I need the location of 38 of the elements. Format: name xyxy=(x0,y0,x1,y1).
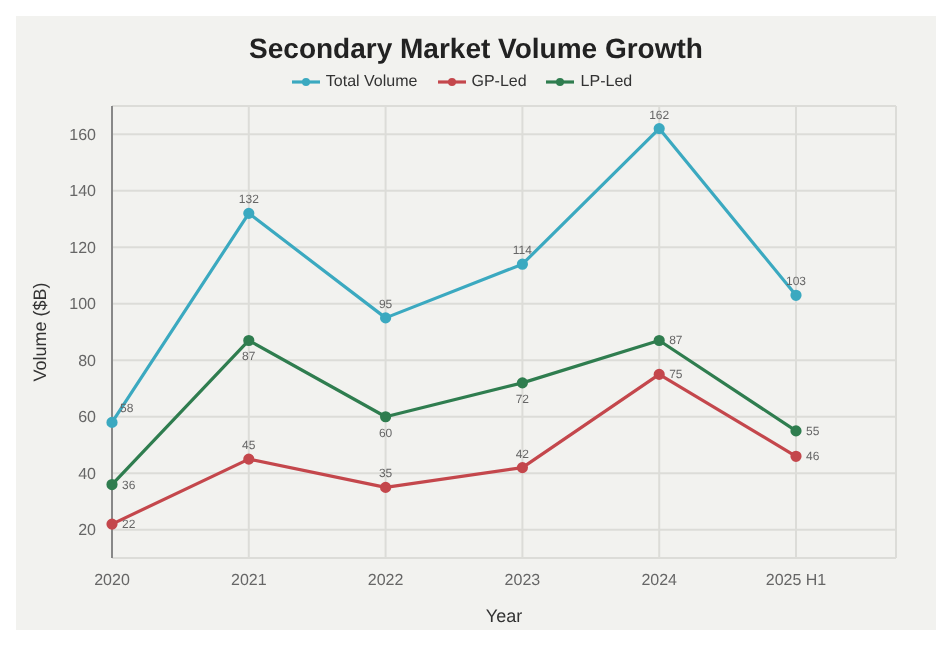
x-tick-label: 2023 xyxy=(504,571,542,590)
point xyxy=(790,425,802,437)
point xyxy=(380,312,392,324)
legend-label: LP-Led xyxy=(580,72,633,90)
point xyxy=(380,411,392,423)
point xyxy=(243,334,255,347)
chart-title: Secondary Market Volume Growth xyxy=(247,30,705,64)
point xyxy=(653,334,665,347)
point xyxy=(380,481,392,493)
point xyxy=(516,258,528,270)
x-tick-label: 2025 H1 xyxy=(765,571,828,590)
point xyxy=(106,518,118,530)
point xyxy=(516,462,528,474)
y-tick-label: 80 xyxy=(78,351,98,370)
point xyxy=(653,123,665,135)
y-tick-label: 120 xyxy=(69,238,98,257)
y-axis-title: Volume ($B) xyxy=(30,282,51,382)
y-tick-label: 160 xyxy=(69,125,98,144)
y-tick-label: 40 xyxy=(78,464,98,483)
x-tick-label: 2022 xyxy=(367,571,405,590)
point xyxy=(243,453,255,465)
legend-label: GP-Led xyxy=(471,72,527,90)
point xyxy=(243,207,255,219)
x-axis-title: Year xyxy=(485,606,523,626)
x-tick-label: 2021 xyxy=(231,571,268,590)
y-tick-label: 60 xyxy=(78,408,98,427)
point xyxy=(106,416,118,428)
x-tick-label: 2024 xyxy=(641,571,679,590)
legend-label: Total Volume xyxy=(325,72,418,90)
y-tick-label: 20 xyxy=(78,521,98,540)
x-tick-label: 2020 xyxy=(94,571,131,590)
point xyxy=(790,289,802,301)
point xyxy=(106,478,118,491)
y-tick-label: 100 xyxy=(69,295,98,314)
point xyxy=(653,368,665,380)
point xyxy=(790,450,802,462)
y-tick-label: 140 xyxy=(69,182,98,201)
point xyxy=(516,377,528,389)
